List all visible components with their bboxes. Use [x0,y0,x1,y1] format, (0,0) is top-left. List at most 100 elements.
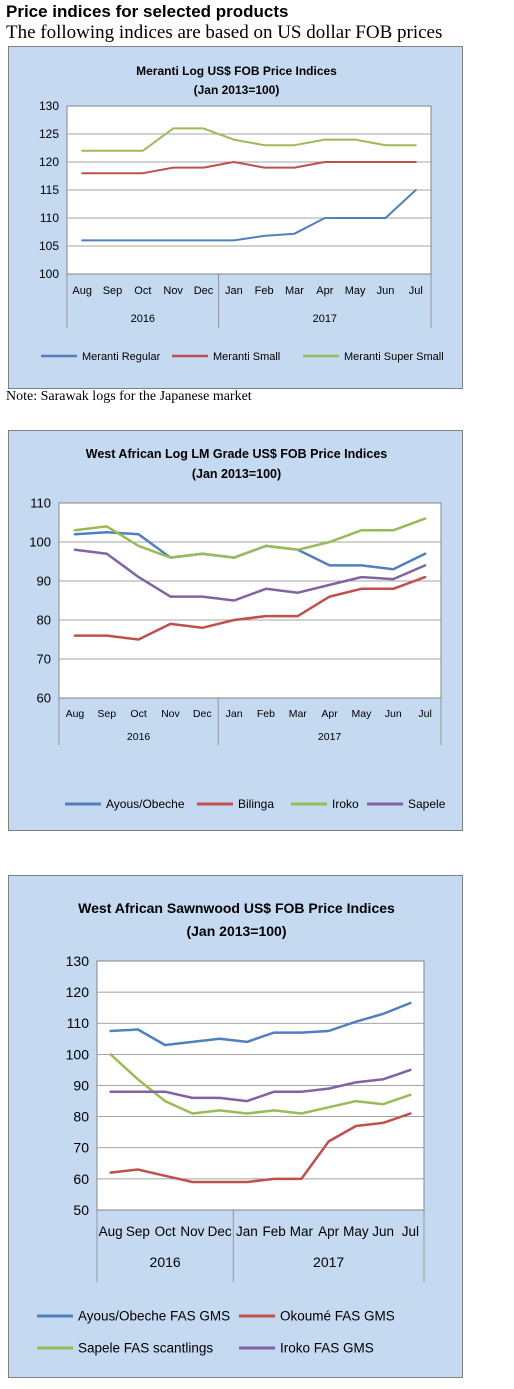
chart-subtitle: (Jan 2013=100) [192,467,281,481]
x-tick-label: Jul [418,708,431,720]
y-tick-label: 80 [37,613,51,628]
y-tick-label: 80 [73,1109,89,1125]
legend-label: Ayous/Obeche FAS GMS [78,1309,230,1324]
x-tick-label: Jul [402,1224,419,1239]
y-tick-label: 110 [30,496,51,511]
x-tick-label: Nov [163,285,183,297]
x-tick-label: Dec [194,285,214,297]
series-line [73,548,427,602]
series-line [73,517,427,559]
x-tick-label: Feb [257,708,275,720]
x-tick-label: Apr [316,285,333,297]
y-tick-label: 70 [37,652,51,667]
series-line [81,189,417,242]
y-tick-label: 60 [73,1171,89,1187]
y-tick-label: 100 [29,535,51,550]
page-subheading: The following indices are based on US do… [6,22,443,43]
x-tick-label: Feb [262,1224,285,1239]
y-tick-label: 60 [37,691,51,706]
y-tick-label: 105 [39,239,59,253]
y-tick-label: 50 [73,1202,89,1218]
legend-label: Meranti Small [213,351,280,363]
year-label: 2017 [313,313,337,325]
x-tick-label: Apr [318,1224,340,1239]
x-tick-label: Mar [290,1224,314,1239]
legend-label: Sapele FAS scantlings [78,1341,213,1356]
x-tick-label: Sep [97,708,116,720]
x-tick-label: Mar [289,708,308,720]
year-label: 2016 [150,1254,181,1270]
x-tick-label: Dec [193,708,212,720]
series-line [109,1053,412,1115]
x-tick-label: Jun [377,285,395,297]
chart-svg: West African Log LM Grade US$ FOB Price … [29,447,446,811]
x-tick-label: Jun [372,1224,394,1239]
y-tick-label: 120 [66,984,90,1000]
x-tick-label: Jul [409,285,423,297]
series-line [73,575,427,641]
year-label: 2017 [313,1254,344,1270]
y-tick-label: 130 [39,99,59,113]
x-tick-label: Sep [126,1224,150,1239]
x-tick-label: Oct [155,1224,176,1239]
x-tick-label: Jan [236,1224,258,1239]
series-line [109,1068,412,1103]
legend-label: Ayous/Obeche [106,797,185,811]
x-tick-label: Apr [321,708,338,720]
x-tick-label: Aug [66,708,85,720]
x-tick-label: Aug [99,1224,123,1239]
y-tick-label: 120 [39,155,59,169]
chart-note: Note: Sarawak logs for the Japanese mark… [6,389,252,404]
x-tick-label: Oct [134,285,151,297]
series-line [81,161,417,175]
series-line [81,127,417,152]
chart-svg: Meranti Log US$ FOB Price Indices (Jan 20… [39,64,444,363]
x-tick-label: Dec [208,1224,232,1239]
x-tick-label: Nov [180,1224,204,1239]
y-tick-label: 70 [73,1140,89,1156]
series-line [109,1112,412,1184]
year-label: 2017 [318,731,342,743]
legend-label: Iroko FAS GMS [280,1341,374,1356]
legend-label: Meranti Super Small [344,351,444,363]
y-tick-label: 100 [66,1046,90,1062]
chart-title: West African Log LM Grade US$ FOB Price … [86,447,388,461]
x-tick-label: Nov [161,708,180,720]
west-african-log-chart-panel: West African Log LM Grade US$ FOB Price … [8,430,463,831]
chart-subtitle: (Jan 2013=100) [186,923,286,939]
y-tick-label: 115 [40,183,59,197]
meranti-chart-panel: Meranti Log US$ FOB Price Indices (Jan 20… [8,46,463,389]
y-tick-label: 130 [66,953,90,969]
x-tick-label: Jun [385,708,402,720]
west-african-sawnwood-chart-panel: West African Sawnwood US$ FOB Price Indi… [8,875,463,1378]
y-tick-label: 110 [67,1015,90,1031]
chart-svg: West African Sawnwood US$ FOB Price Indi… [37,900,425,1356]
legend-label: Meranti Regular [82,351,161,363]
x-tick-label: Jan [226,708,243,720]
x-tick-label: May [351,708,372,720]
y-tick-label: 100 [39,267,59,281]
series-line [109,1001,412,1047]
y-tick-label: 90 [73,1077,89,1093]
chart-title: Meranti Log US$ FOB Price Indices [136,64,337,78]
y-tick-label: 125 [39,127,59,141]
x-tick-label: Sep [103,285,123,297]
chart-subtitle: (Jan 2013=100) [194,83,280,97]
legend-label: Iroko [332,797,359,811]
y-tick-label: 90 [37,574,51,589]
x-tick-label: Mar [285,285,304,297]
x-tick-label: May [345,285,366,297]
x-tick-label: Oct [130,708,146,720]
year-label: 2016 [131,313,155,325]
x-tick-label: Feb [255,285,274,297]
x-tick-label: Jan [225,285,243,297]
year-label: 2016 [127,731,151,743]
page-heading: Price indices for selected products [6,2,289,21]
legend-label: Sapele [408,797,446,811]
chart-title: West African Sawnwood US$ FOB Price Indi… [78,900,395,916]
x-tick-label: Aug [72,285,92,297]
y-tick-label: 110 [40,211,59,225]
legend-label: Bilinga [238,797,274,811]
x-tick-label: May [343,1224,369,1239]
legend-label: Okoumé FAS GMS [280,1309,395,1324]
